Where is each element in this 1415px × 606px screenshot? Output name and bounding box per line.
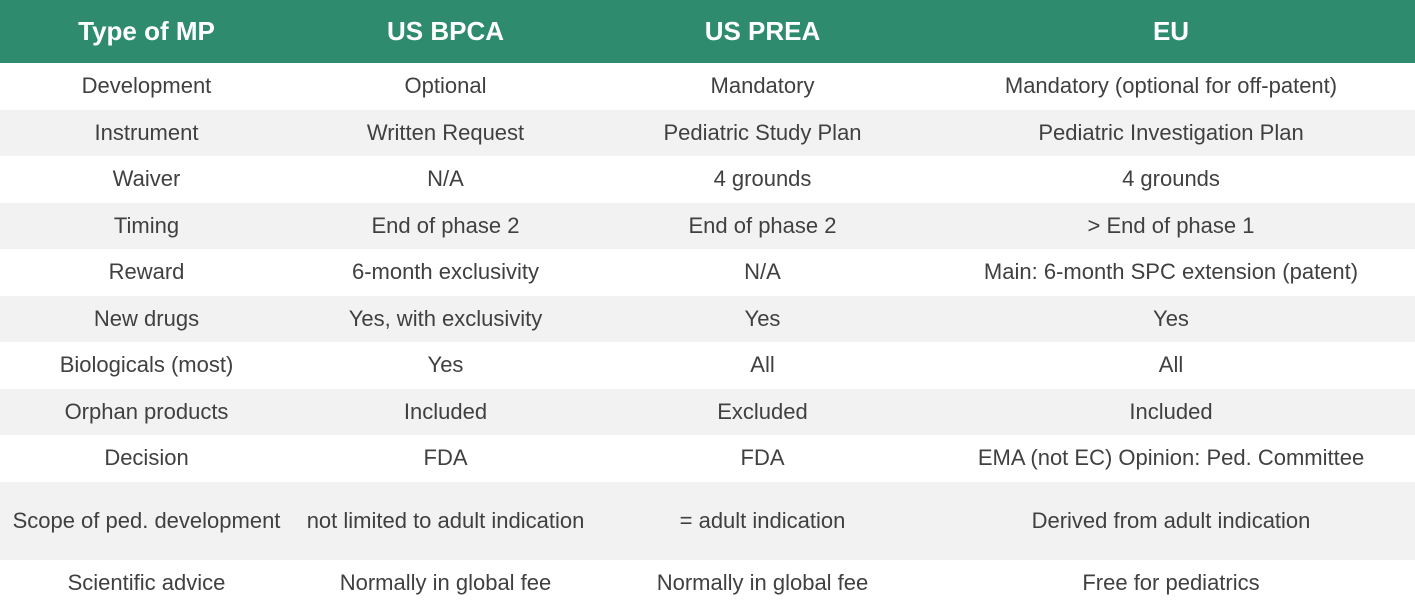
row-label: Scope of ped. development [12,507,281,533]
eu-cell: Mandatory (optional for off-patent) [1004,73,1338,99]
us-prea-cell: Yes [744,305,781,331]
table-row: Decision FDA FDA EMA (not EC) Opinion: Ped.… [0,435,1415,482]
header-us-prea: US PREA [704,16,821,46]
us-prea-cell: FDA [740,445,785,471]
row-label: New drugs [93,305,200,331]
eu-cell: 4 grounds [1122,166,1220,192]
us-bpca-cell: Yes [427,352,464,378]
row-label: Waiver [112,166,181,192]
us-prea-cell: Normally in global fee [656,569,869,595]
row-label: Timing [113,212,180,238]
eu-cell: EMA (not EC) Opinion: Ped. Committee [977,445,1365,471]
us-bpca-cell: Included [403,398,488,424]
table-row: Reward 6-month exclusivity N/A Main: 6-mont… [0,249,1415,296]
table-row: Orphan products Included Excluded Included [0,388,1415,435]
table-row: Scope of ped. development not limited to … [0,481,1415,560]
eu-cell: Main: 6-month SPC extension (patent) [983,259,1359,285]
eu-cell: Derived from adult indication [1031,507,1311,533]
us-bpca-cell: Normally in global fee [339,569,552,595]
eu-cell: Free for pediatrics [1082,569,1260,595]
row-label: Biologicals (most) [59,352,234,378]
header-type-of-mp: Type of MP [78,16,215,46]
table-row: Scientific advice Normally in global fee N… [0,559,1415,606]
table-header: Type of MP US BPCA US PREA EU [0,0,1415,63]
eu-cell: Included [1129,398,1213,424]
us-bpca-cell: not limited to adult indication [306,507,585,533]
row-label: Scientific advice [67,569,226,595]
row-label: Reward [108,259,185,285]
header-row: Type of MP US BPCA US PREA EU [0,0,1415,63]
us-prea-cell: Mandatory [710,73,815,99]
us-bpca-cell: End of phase 2 [371,212,520,238]
eu-cell: Pediatric Investigation Plan [1038,119,1304,145]
us-bpca-cell: 6-month exclusivity [351,259,540,285]
us-prea-cell: N/A [744,259,781,285]
table-row: Timing End of phase 2 End of phase 2 > End … [0,202,1415,249]
us-prea-cell: Excluded [717,398,808,424]
us-prea-cell: Pediatric Study Plan [663,119,862,145]
us-prea-cell: = adult indication [679,507,846,533]
row-label: Instrument [94,119,199,145]
us-prea-cell: End of phase 2 [688,212,837,238]
table-row: New drugs Yes, with exclusivity Yes Yes [0,295,1415,342]
us-prea-cell: 4 grounds [713,166,812,192]
table-row: Instrument Written Request Pediatric Study… [0,109,1415,156]
header-us-bpca: US BPCA [386,16,504,46]
row-label: Decision [104,445,189,471]
us-bpca-cell: Yes, with exclusivity [348,305,543,331]
header-eu: EU [1152,16,1190,46]
table-body: Development Optional Mandatory Mandatory (o… [0,63,1415,606]
table-row: Waiver N/A 4 grounds 4 grounds [0,156,1415,203]
table-row: Biologicals (most) Yes All All [0,342,1415,389]
eu-cell: Yes [1153,305,1189,331]
eu-cell: All [1158,352,1184,378]
table-row: Development Optional Mandatory Mandatory (o… [0,63,1415,110]
us-bpca-cell: Written Request [366,119,525,145]
us-bpca-cell: FDA [423,445,468,471]
row-label: Orphan products [64,398,229,424]
us-bpca-cell: N/A [427,166,464,192]
eu-cell: > End of phase 1 [1087,212,1255,238]
us-bpca-cell: Optional [404,73,487,99]
us-prea-cell: All [750,352,775,378]
row-label: Development [81,73,212,99]
